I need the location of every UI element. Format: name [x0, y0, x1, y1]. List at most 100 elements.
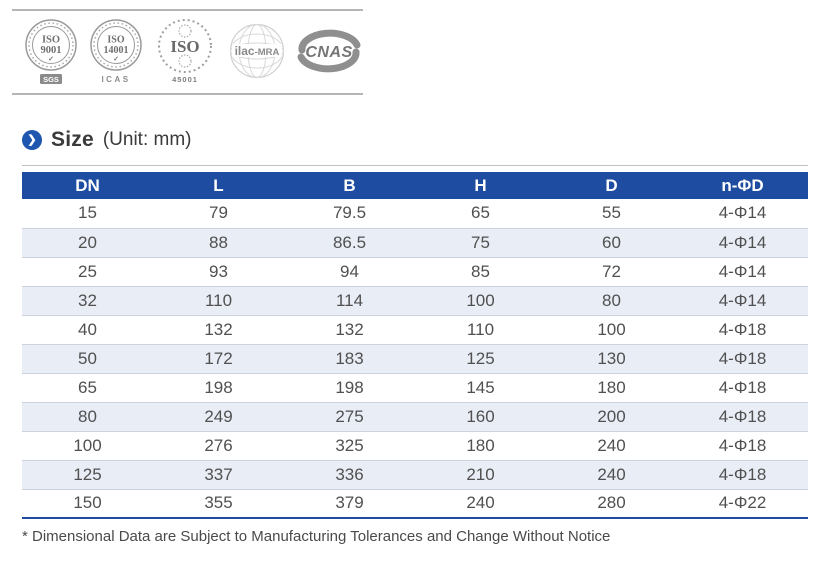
ilac-text: ilac [234, 44, 254, 58]
table-cell: 160 [415, 401, 546, 431]
section-title: Size [51, 128, 94, 151]
table-cell: 280 [546, 488, 677, 518]
table-cell: 88 [153, 227, 284, 257]
cnas-logo: CNAS [297, 29, 361, 73]
table-row: 40 132 132 110 100 4-Φ18 [22, 314, 808, 344]
iso-9001-logo: ISO 9001 ✓ SGS [25, 19, 77, 84]
table-row: 100 276 325 180 240 4-Φ18 [22, 430, 808, 460]
table-cell: 4-Φ18 [677, 343, 808, 373]
ilac-mra-logo: ilac-MRA [229, 23, 284, 79]
table-cell: 72 [546, 256, 677, 286]
table-cell: 125 [415, 343, 546, 373]
table-cell: 4-Φ18 [677, 459, 808, 489]
table-cell: 20 [22, 227, 153, 257]
table-cell: 4-Φ14 [718, 203, 767, 223]
cnas-text: CNAS [305, 44, 352, 61]
table-cell: 336 [284, 459, 415, 489]
table-cell: 79.5 [332, 203, 367, 223]
iso-45001-logo: ISO 45001 [158, 19, 212, 84]
table-cell: 4-Φ14 [677, 227, 808, 257]
table-cell: 85 [415, 256, 546, 286]
table-cell: 110 [153, 285, 284, 315]
table-cell: 15 [78, 203, 97, 223]
iso-14001-text-line2: 14001 [103, 45, 128, 56]
table-row: 15 79 79.5 65 55 4-Φ14 [22, 199, 808, 228]
table-cell: 4-Φ14 [677, 256, 808, 286]
table-cell: 86.5 [284, 227, 415, 257]
chevron-right-icon: ❯ [22, 130, 42, 150]
table-row: 20 88 86.5 75 60 4-Φ14 [22, 227, 808, 257]
iso-9001-sub-label: SGS [43, 75, 59, 84]
column-header: DN [22, 172, 153, 199]
logos-bottom-divider [12, 93, 363, 95]
table-cell: 275 [284, 401, 415, 431]
table-cell: 240 [415, 488, 546, 518]
iso-9001-text-line2: 9001 [41, 45, 62, 56]
table-cell: 100 [22, 430, 153, 460]
table-cell: 183 [284, 343, 415, 373]
table-cell: 80 [22, 401, 153, 431]
table-cell: 200 [546, 401, 677, 431]
table-cell: 132 [284, 314, 415, 344]
table-cell: 4-Φ14 [677, 285, 808, 315]
table-cell: 65 [471, 203, 490, 223]
iso-45001-text: ISO [170, 37, 199, 56]
table-cell: 379 [284, 488, 415, 518]
table-cell: 110 [415, 314, 546, 344]
table-cell: 4-Φ18 [677, 314, 808, 344]
table-row: 25 93 94 85 72 4-Φ14 [22, 256, 808, 286]
table-cell: 180 [546, 372, 677, 402]
ilac-mra-text: ilac-MRA [234, 44, 279, 58]
table-cell: 93 [153, 256, 284, 286]
iso-9001-text-line1: ISO [42, 35, 60, 46]
table-cell: 132 [153, 314, 284, 344]
column-header: L [153, 172, 284, 199]
table-cell: 65 [22, 372, 153, 402]
iso-14001-logo: ISO 14001 ✓ ICAS [89, 19, 142, 84]
column-header: n-ΦD [677, 172, 808, 199]
table-cell: 32 [22, 285, 153, 315]
table-cell: 4-Φ18 [677, 401, 808, 431]
table-cell: 79 [209, 203, 228, 223]
table-cell: 100 [415, 285, 546, 315]
table-cell: 325 [284, 430, 415, 460]
iso-9001-check-icon: ✓ [48, 56, 54, 63]
footnote: * Dimensional Data are Subject to Manufa… [22, 528, 611, 545]
iso-14001-check-icon: ✓ [113, 56, 119, 63]
table-cell: 100 [546, 314, 677, 344]
table-cell: 249 [153, 401, 284, 431]
table-cell: 198 [153, 372, 284, 402]
table-row: 65 198 198 145 180 4-Φ18 [22, 372, 808, 402]
table-cell: 337 [153, 459, 284, 489]
table-cell: 180 [415, 430, 546, 460]
table-cell: 130 [546, 343, 677, 373]
table-cell: 25 [22, 256, 153, 286]
table-cell: 4-Φ22 [677, 488, 808, 518]
table-cell: 276 [153, 430, 284, 460]
table-cell: 4-Φ18 [677, 372, 808, 402]
table-cell: 172 [153, 343, 284, 373]
table-cell: 80 [546, 285, 677, 315]
column-header: D [546, 172, 677, 199]
table-row: 150 355 379 240 280 4-Φ22 [22, 488, 808, 518]
table-cell: 94 [284, 256, 415, 286]
certification-logos: ISO 9001 ✓ SGS ISO 14001 ✓ ICAS ISO 4500… [24, 18, 362, 84]
section-heading: ❯ Size (Unit: mm) [22, 128, 830, 152]
table-cell: 150 [22, 488, 153, 518]
page: { "certifications": { "logos": [ { "name… [0, 9, 830, 581]
size-table-body: 15 79 79.5 65 55 4-Φ14 20 88 86.5 75 60 4-Φ14 25 93 94… [22, 199, 808, 518]
table-cell: 40 [22, 314, 153, 344]
table-row: 50 172 183 125 130 4-Φ18 [22, 343, 808, 373]
iso-14001-text-line1: ISO [107, 35, 124, 46]
table-cell: 355 [153, 488, 284, 518]
table-cell: 75 [415, 227, 546, 257]
table-row: 80 249 275 160 200 4-Φ18 [22, 401, 808, 431]
section-unit-label: (Unit: mm) [102, 129, 192, 150]
table-cell: 50 [22, 343, 153, 373]
table-cell: 55 [602, 203, 621, 223]
column-header: H [415, 172, 546, 199]
table-row: 32 110 114 100 80 4-Φ14 [22, 285, 808, 315]
table-cell: 240 [546, 430, 677, 460]
